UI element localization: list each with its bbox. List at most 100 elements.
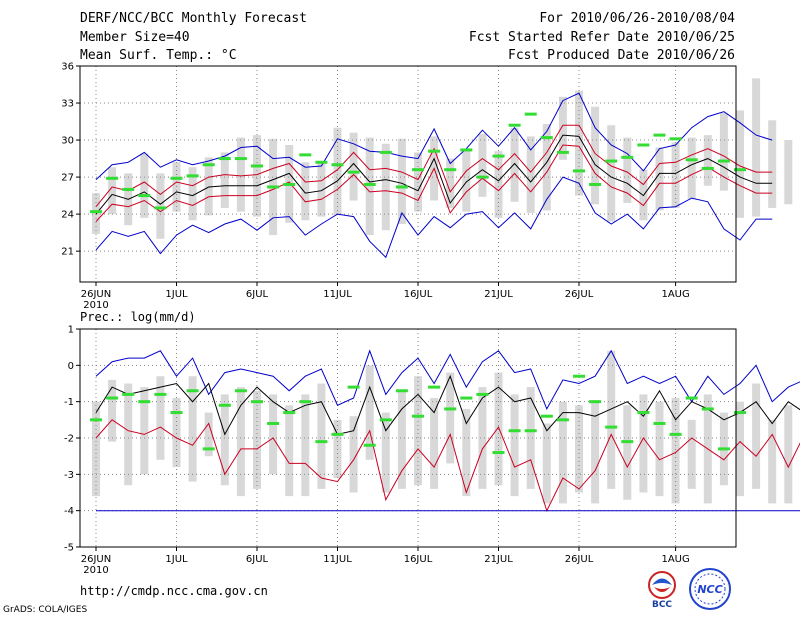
prec-obs-28 xyxy=(540,414,553,418)
prec-ytick-label-6: 1 xyxy=(68,325,74,336)
temp-box-17 xyxy=(365,137,374,236)
temp-xtick-label-3: 11JUL xyxy=(323,289,352,300)
prec-ytick-label-3: -2 xyxy=(64,434,74,445)
prec-xtick-label-0: 26JUN xyxy=(81,554,111,565)
prec-ytick-label-4: -1 xyxy=(64,397,74,408)
prec-obs-34 xyxy=(637,411,650,415)
temp-variable-label: Mean Surf. Temp.: °C xyxy=(80,48,237,63)
temp-obs-17 xyxy=(363,182,376,186)
prec-obs-38 xyxy=(701,407,714,411)
temp-box-1 xyxy=(108,167,117,215)
prec-obs-20 xyxy=(412,414,424,418)
prec-obs-33 xyxy=(621,440,634,444)
temp-sd-high-line xyxy=(95,124,773,208)
prec-obs-24 xyxy=(476,392,489,396)
temp-box-32 xyxy=(607,125,616,222)
temp-box-8 xyxy=(220,152,229,208)
prec-obs-29 xyxy=(556,418,569,422)
temp-obs-16 xyxy=(347,170,360,174)
bcc-logo-text: BCC xyxy=(652,600,672,609)
temp-obs-11 xyxy=(267,185,280,189)
prec-box-27 xyxy=(526,387,535,489)
temp-upper-line xyxy=(95,92,773,180)
temp-mean-line xyxy=(95,134,773,215)
temp-obs-13 xyxy=(299,153,312,157)
temp-obs-12 xyxy=(283,182,296,186)
prec-box-3 xyxy=(140,387,149,475)
temp-box-30 xyxy=(575,90,583,196)
prec-obs-9 xyxy=(234,389,247,393)
temp-ytick-label-0: 21 xyxy=(61,247,74,258)
temp-box-10 xyxy=(253,135,261,217)
temp-ytick-label-1: 24 xyxy=(61,210,74,221)
prec-box-40 xyxy=(736,401,744,497)
prec-obs-23 xyxy=(460,396,473,400)
temp-obs-6 xyxy=(186,174,199,178)
prec-upper-line xyxy=(95,349,800,411)
temp-obs-10 xyxy=(251,164,263,168)
temp-ytick-label-2: 27 xyxy=(61,173,74,184)
temp-obs-30 xyxy=(573,169,585,173)
prec-box-12 xyxy=(285,405,294,497)
prec-obs-21 xyxy=(428,385,441,389)
temp-box-29 xyxy=(558,96,567,160)
prec-box-42 xyxy=(768,419,777,504)
prec-box-36 xyxy=(671,398,680,504)
temp-ytick-label-5: 36 xyxy=(61,62,74,73)
prec-xtick-label-5: 21JUL xyxy=(484,554,513,565)
prec-box-11 xyxy=(269,394,278,475)
temp-obs-32 xyxy=(605,159,618,163)
prec-obs-16 xyxy=(347,385,360,389)
prec-obs-30 xyxy=(573,374,585,378)
temp-box-38 xyxy=(703,135,712,186)
temp-obs-28 xyxy=(540,136,553,140)
temp-obs-15 xyxy=(331,163,344,167)
temp-obs-34 xyxy=(637,143,650,147)
temp-obs-3 xyxy=(138,194,151,198)
temp-box-23 xyxy=(462,148,471,212)
prec-box-43 xyxy=(784,405,793,504)
prec-obs-2 xyxy=(122,392,135,396)
prec-box-21 xyxy=(430,398,439,489)
forecast-produced-date: Fcst Produced Date 2010/06/26 xyxy=(508,48,735,63)
temp-box-19 xyxy=(397,138,406,224)
temp-obs-9 xyxy=(234,157,247,161)
prec-box-37 xyxy=(687,419,696,489)
prec-box-4 xyxy=(156,376,165,460)
temp-box-31 xyxy=(591,106,600,205)
prec-box-23 xyxy=(462,408,471,497)
prec-box-35 xyxy=(655,401,664,497)
prec-obs-35 xyxy=(653,421,666,425)
temp-box-37 xyxy=(687,137,696,200)
temp-box-16 xyxy=(349,132,358,201)
prec-box-19 xyxy=(397,390,406,489)
temp-xtick-label-5: 21JUL xyxy=(484,289,513,300)
temp-obs-23 xyxy=(460,148,473,152)
prec-box-17 xyxy=(365,365,374,460)
temp-box-35 xyxy=(655,147,664,211)
temp-obs-39 xyxy=(717,159,730,163)
prec-obs-13 xyxy=(299,400,312,404)
prec-box-25 xyxy=(494,372,503,486)
temp-box-43 xyxy=(784,140,793,205)
temp-box-40 xyxy=(736,110,744,218)
temp-ytick-label-3: 30 xyxy=(61,136,74,147)
temp-box-24 xyxy=(478,133,487,197)
prec-xtick-label-3: 11JUL xyxy=(323,554,352,565)
temp-xtick-label-1: 1JUL xyxy=(165,289,188,300)
temp-box-6 xyxy=(188,167,197,221)
temp-box-26 xyxy=(510,127,519,202)
prec-xtick-label-4: 16JUL xyxy=(404,554,433,565)
temp-box-15 xyxy=(333,127,342,216)
temp-sd-low-line xyxy=(95,144,773,222)
prec-box-33 xyxy=(623,405,632,500)
temp-obs-5 xyxy=(170,176,183,180)
prec-obs-1 xyxy=(106,396,119,400)
grads-credit: GrADS: COLA/IGES xyxy=(3,605,88,615)
prec-obs-17 xyxy=(363,443,376,447)
temp-box-39 xyxy=(719,112,728,191)
temp-obs-8 xyxy=(218,157,231,161)
prec-box-6 xyxy=(188,376,197,482)
